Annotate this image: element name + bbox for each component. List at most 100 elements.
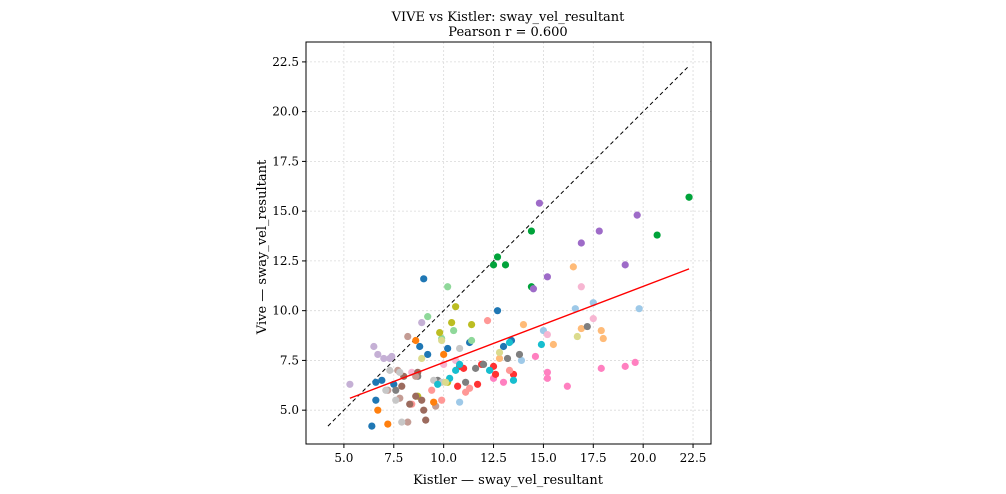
x-axis-ticks: 5.0 7.5 10.0 12.5 15.0 17.5 20.0 22.5 <box>334 444 706 465</box>
data-point-orange <box>374 406 382 414</box>
data-point-light-blue <box>517 356 526 365</box>
data-point-purple <box>621 261 629 269</box>
grid-lines <box>306 42 711 444</box>
x-tick-label: 7.5 <box>384 451 403 465</box>
data-point-blue <box>420 275 428 283</box>
data-point-cyan <box>452 366 460 374</box>
data-point-blue <box>368 422 376 430</box>
data-point-light-green <box>424 313 432 321</box>
data-point-green <box>493 253 502 261</box>
data-point-blue <box>493 307 502 315</box>
data-point-red <box>491 370 500 378</box>
data-point-cyan <box>434 380 442 388</box>
data-point-cyan <box>537 340 546 349</box>
data-point-cyan <box>505 338 514 347</box>
data-point-peach <box>577 324 585 333</box>
x-tick-label: 12.5 <box>480 451 507 465</box>
data-point-light-green <box>467 336 476 345</box>
data-point-blue <box>372 396 380 404</box>
data-point-blue <box>378 376 386 384</box>
data-point-cyan <box>485 366 494 374</box>
data-point-khaki <box>442 378 450 386</box>
data-point-brown <box>420 406 428 414</box>
chart-title: VIVE vs Kistler: sway_vel_resultant <box>391 10 626 25</box>
data-point-red <box>473 380 482 388</box>
data-point-light-gray <box>392 396 400 404</box>
data-point-green <box>489 261 498 269</box>
data-point-light-blue <box>456 398 464 406</box>
data-point-light-gray <box>396 368 404 376</box>
data-point-green <box>501 261 510 269</box>
data-point-blue <box>372 378 380 386</box>
data-point-green <box>685 193 693 201</box>
data-point-pink-light <box>543 330 552 339</box>
data-point-salmon <box>462 388 470 396</box>
y-tick-label: 10.0 <box>272 304 299 318</box>
data-point-light-gray <box>456 344 464 353</box>
data-point-peach <box>569 263 577 271</box>
data-point-lavender <box>346 380 354 388</box>
regression-fit-line <box>349 268 690 399</box>
data-point-light-gray <box>398 418 406 426</box>
data-point-gray <box>503 354 512 363</box>
data-point-green <box>653 231 661 239</box>
data-point-purple <box>595 227 603 235</box>
data-point-gray <box>392 386 400 394</box>
fit-line-group <box>349 268 690 399</box>
data-point-olive <box>436 328 444 337</box>
x-tick-label: 15.0 <box>530 451 557 465</box>
data-point-brown <box>418 396 426 404</box>
identity-line <box>327 65 690 427</box>
data-point-pink-light <box>577 283 585 291</box>
data-point-khaki <box>495 348 504 357</box>
data-point-pink <box>631 358 639 367</box>
data-point-blue <box>444 344 452 353</box>
data-point-olive <box>452 303 460 311</box>
x-axis-label: Kistler — sway_vel_resultant <box>413 473 604 488</box>
data-point-khaki <box>438 336 446 345</box>
data-point-green <box>527 227 536 235</box>
data-point-lavender <box>418 319 426 327</box>
data-point-pink <box>499 378 508 386</box>
x-tick-label: 10.0 <box>430 451 457 465</box>
plot-frame <box>305 41 712 445</box>
data-point-cyan <box>456 360 464 368</box>
data-point-peach <box>597 326 605 335</box>
data-point-gray <box>583 322 591 331</box>
data-point-gray <box>471 364 480 372</box>
data-point-orange <box>412 336 420 345</box>
data-point-peach <box>549 340 557 349</box>
data-point-pink <box>563 382 571 390</box>
data-point-blue <box>416 342 424 351</box>
data-point-cyan <box>509 376 518 384</box>
reference-lines <box>327 65 690 427</box>
data-point-pink <box>543 374 552 382</box>
y-tick-label: 20.0 <box>272 105 299 119</box>
y-tick-label: 22.5 <box>272 55 299 69</box>
data-point-light-green <box>444 283 452 291</box>
data-point-peach <box>519 320 528 329</box>
data-point-orange <box>430 398 438 406</box>
data-point-brown <box>412 392 420 400</box>
data-point-lavender <box>374 350 382 359</box>
x-tick-label: 22.5 <box>680 451 707 465</box>
data-point-tan <box>404 418 412 426</box>
data-point-salmon <box>428 386 436 394</box>
data-point-lavender <box>370 342 378 351</box>
data-point-gray <box>515 350 524 359</box>
data-point-khaki <box>573 332 581 341</box>
data-point-pink <box>531 352 540 361</box>
data-point-blue <box>424 350 432 359</box>
data-point-light-green <box>450 326 458 335</box>
data-point-brown <box>422 416 430 424</box>
data-point-brown <box>398 382 406 390</box>
y-tick-label: 12.5 <box>272 254 299 268</box>
data-point-light-blue <box>571 305 579 313</box>
y-axis-ticks: 5.0 7.5 10.0 12.5 15.0 17.5 20.0 22.5 <box>272 55 306 417</box>
chart-subtitle: Pearson r = 0.600 <box>448 25 567 40</box>
data-point-olive <box>448 319 456 327</box>
data-point-purple <box>529 285 538 293</box>
data-point-pink <box>597 364 605 372</box>
data-point-khaki <box>418 354 426 363</box>
